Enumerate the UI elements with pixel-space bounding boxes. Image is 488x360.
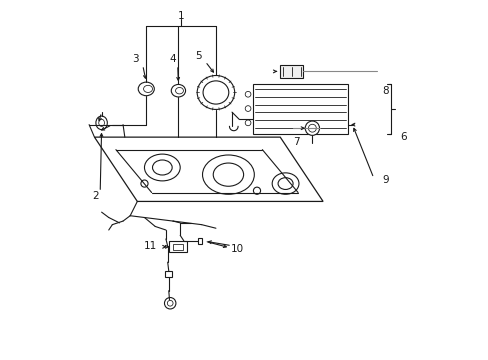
Text: 2: 2 xyxy=(92,191,98,201)
Text: 3: 3 xyxy=(132,54,139,64)
Text: 9: 9 xyxy=(382,175,388,185)
Text: 5: 5 xyxy=(195,51,202,61)
Bar xyxy=(198,238,202,244)
Ellipse shape xyxy=(138,82,154,96)
Ellipse shape xyxy=(197,76,234,109)
Ellipse shape xyxy=(171,85,185,97)
Text: 10: 10 xyxy=(230,244,244,254)
Text: 11: 11 xyxy=(144,242,157,251)
Bar xyxy=(169,242,186,252)
Text: 1: 1 xyxy=(177,11,184,21)
Bar xyxy=(280,64,303,78)
Text: 6: 6 xyxy=(399,132,406,142)
Bar xyxy=(173,244,183,250)
Text: 7: 7 xyxy=(292,138,299,148)
Ellipse shape xyxy=(96,116,107,130)
Text: 8: 8 xyxy=(382,86,388,96)
Text: 4: 4 xyxy=(169,54,175,64)
Circle shape xyxy=(305,121,319,135)
Bar xyxy=(165,271,172,277)
Bar xyxy=(253,84,347,134)
